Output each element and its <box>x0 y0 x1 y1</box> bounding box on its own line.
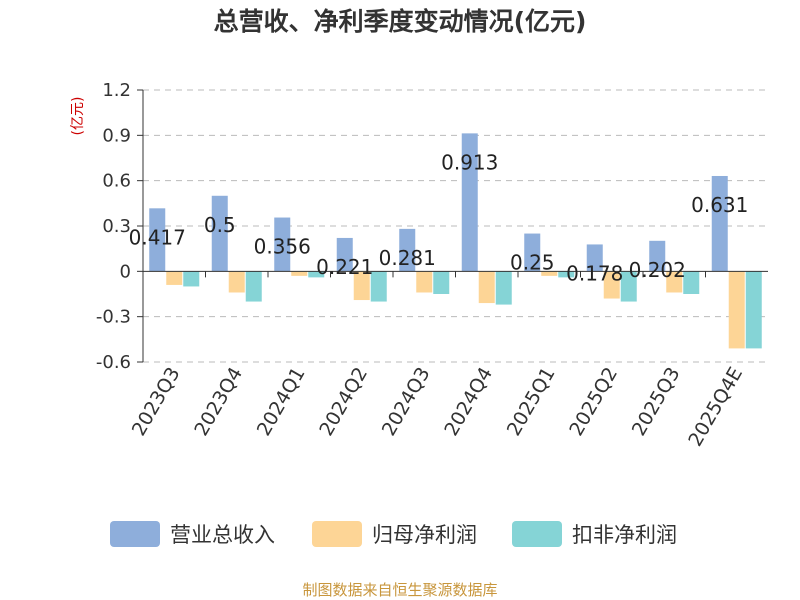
bar <box>683 271 700 294</box>
data-label: 0.178 <box>566 261 623 285</box>
data-label: 0.5 <box>204 213 236 237</box>
bar <box>620 271 637 302</box>
chart-title: 总营收、净利季度变动情况(亿元) <box>214 7 587 36</box>
bar <box>370 271 387 302</box>
bar <box>603 271 620 299</box>
bar <box>291 271 308 276</box>
bar <box>399 228 416 272</box>
y-tick-label: -0.6 <box>96 352 131 373</box>
x-tick-label: 2023Q3 <box>128 364 185 440</box>
bar <box>461 133 478 272</box>
source-note: 制图数据来自恒生聚源数据库 <box>302 581 497 599</box>
bar <box>728 271 745 349</box>
bar <box>745 271 762 349</box>
data-label: 0.202 <box>629 258 686 282</box>
data-label: 0.356 <box>254 235 311 259</box>
legend-label: 归母净利润 <box>372 523 477 547</box>
bar <box>308 271 325 278</box>
bar <box>183 271 200 287</box>
bar <box>711 175 728 272</box>
y-tick-label: 0.3 <box>102 216 131 237</box>
y-tick-label: 0.6 <box>102 171 131 192</box>
legend: 营业总收入 归母净利润 扣非净利润 <box>110 521 677 547</box>
x-tick-label: 2025Q4E <box>684 364 747 451</box>
bar <box>541 271 558 276</box>
bar <box>336 237 353 272</box>
x-tick-label: 2024Q4 <box>440 364 497 440</box>
x-tick-label: 2023Q4 <box>190 364 247 440</box>
x-tick-label: 2024Q2 <box>315 364 372 440</box>
bar <box>274 217 291 272</box>
bar <box>416 271 433 293</box>
y-tick-label: 1.2 <box>102 80 131 101</box>
y-axis-unit: (亿元) <box>70 97 86 136</box>
x-tick-label: 2024Q3 <box>378 364 435 440</box>
bar <box>211 195 228 272</box>
bar <box>166 271 183 285</box>
bar <box>495 271 512 305</box>
data-label: 0.913 <box>441 150 498 174</box>
legend-label: 扣非净利润 <box>572 523 677 547</box>
x-tick-label: 2025Q1 <box>503 364 560 440</box>
bar <box>478 271 495 304</box>
legend-swatch <box>110 521 160 547</box>
data-label: 0.281 <box>379 246 436 270</box>
bar <box>245 271 262 302</box>
x-tick-label: 2025Q2 <box>565 364 622 440</box>
bars <box>149 133 762 349</box>
y-tick-label: 0 <box>120 261 131 282</box>
bar <box>524 233 541 272</box>
bar <box>586 244 603 272</box>
y-tick-label: -0.3 <box>96 307 131 328</box>
data-label: 0.25 <box>510 251 555 275</box>
legend-swatch <box>512 521 562 547</box>
data-label: 0.417 <box>129 225 186 249</box>
x-tick-label: 2025Q3 <box>628 364 685 440</box>
grid-lines <box>143 89 768 363</box>
y-tick-label: 0.9 <box>102 125 131 146</box>
bar <box>228 271 245 293</box>
bar <box>149 208 166 272</box>
legend-label: 营业总收入 <box>170 523 275 547</box>
bar <box>666 271 683 293</box>
data-label: 0.631 <box>691 193 748 217</box>
x-tick-label: 2024Q1 <box>253 364 310 440</box>
bar <box>353 271 370 301</box>
data-label: 0.221 <box>316 255 373 279</box>
bar <box>558 271 575 278</box>
bar <box>433 271 450 294</box>
legend-swatch <box>312 521 362 547</box>
bar <box>649 240 666 272</box>
